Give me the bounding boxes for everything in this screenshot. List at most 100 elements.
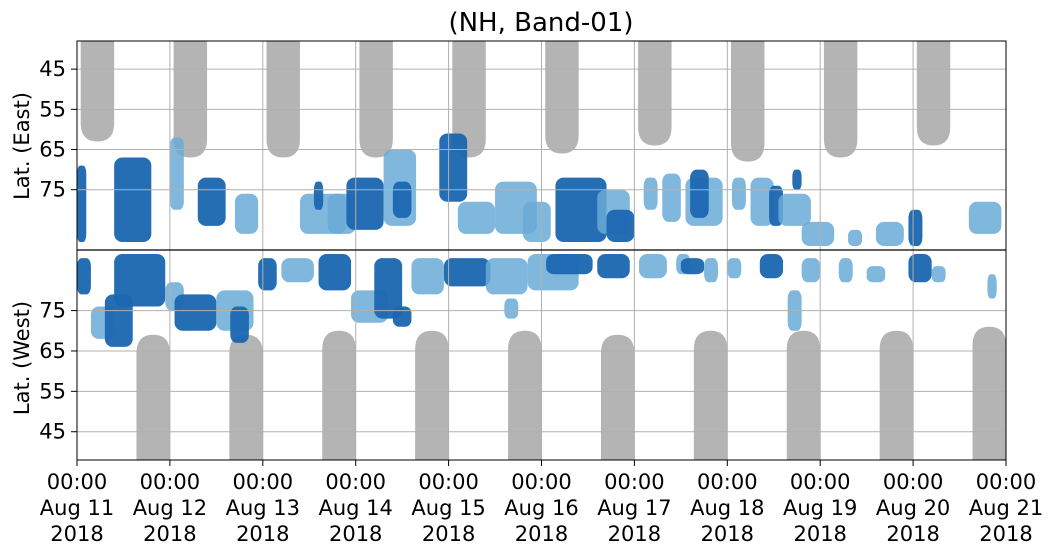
echo-west-30 — [866, 266, 886, 283]
echo-east-19 — [662, 173, 681, 222]
no-data-west-4 — [508, 330, 542, 460]
x-tick-label: 2018 — [886, 522, 939, 546]
echo-east-11 — [439, 133, 468, 202]
no-data-east-6 — [638, 41, 672, 146]
y-tick-label-west: 65 — [39, 339, 66, 363]
echo-east-8 — [346, 177, 384, 230]
echo-west-20 — [597, 254, 630, 279]
x-tick-label: Aug 12 — [133, 496, 207, 520]
no-data-layer — [80, 41, 1006, 460]
echo-west-24 — [704, 258, 719, 283]
x-tick-label: 2018 — [329, 522, 382, 546]
echo-east-17 — [606, 209, 635, 242]
echo-east-15 — [555, 177, 607, 242]
echo-east-25 — [778, 193, 811, 226]
echo-east-6 — [313, 181, 324, 210]
no-data-east-7 — [731, 41, 765, 162]
echo-east-21 — [690, 169, 709, 218]
x-tick-label: Aug 18 — [690, 496, 764, 520]
x-tick-label: 00:00 — [790, 470, 851, 494]
echo-east-29 — [875, 221, 904, 246]
no-data-west-1 — [229, 334, 263, 460]
no-data-west-6 — [693, 330, 728, 460]
echo-east-31 — [968, 201, 1002, 234]
y-tick-label-west: 45 — [39, 420, 66, 444]
echo-layer — [77, 133, 1002, 347]
x-tick-label: Aug 17 — [597, 496, 671, 520]
echo-west-25 — [727, 258, 742, 279]
echo-east-14 — [522, 201, 551, 242]
x-tick-label: 2018 — [793, 522, 846, 546]
echo-east-3 — [197, 177, 226, 226]
echo-west-21 — [639, 254, 667, 279]
no-data-east-8 — [823, 41, 858, 158]
echo-east-27 — [801, 221, 835, 246]
x-tick-label: 00:00 — [697, 470, 758, 494]
x-tick-label: 00:00 — [233, 470, 294, 494]
echo-east-1 — [114, 157, 152, 242]
echo-west-14 — [411, 258, 444, 295]
x-tick-label: 00:00 — [418, 470, 479, 494]
chart-title: (NH, Band-01) — [448, 8, 633, 38]
y-tick-label-east: 65 — [39, 138, 66, 162]
echo-west-2 — [104, 294, 133, 347]
echo-west-17 — [504, 298, 519, 319]
x-tick-label: 00:00 — [140, 470, 201, 494]
no-data-west-2 — [322, 330, 356, 460]
x-tick-label: 00:00 — [325, 470, 386, 494]
y-tick-label-east: 55 — [39, 97, 66, 121]
y-tick-label-west: 75 — [39, 299, 66, 323]
echo-west-13 — [392, 306, 412, 327]
y-axis-label-east: Lat. (East) — [10, 92, 34, 200]
echo-west-5 — [174, 294, 217, 331]
echo-west-32 — [931, 266, 946, 283]
x-tick-label: 00:00 — [604, 470, 665, 494]
x-tick-label: Aug 16 — [504, 496, 578, 520]
x-tick-label: 00:00 — [976, 470, 1037, 494]
x-tick-label: 2018 — [236, 522, 289, 546]
echo-east-10 — [392, 181, 412, 218]
echo-west-9 — [281, 258, 314, 283]
y-tick-label-east: 45 — [39, 57, 66, 81]
echo-west-28 — [801, 258, 821, 283]
echo-west-29 — [838, 258, 853, 283]
x-tick-label: 2018 — [515, 522, 568, 546]
y-axis-label-west: Lat. (West) — [10, 301, 34, 415]
x-tick-label: Aug 20 — [876, 496, 950, 520]
x-tick-label: Aug 21 — [969, 496, 1043, 520]
echo-west-15 — [443, 258, 491, 287]
x-tick-label: 2018 — [608, 522, 661, 546]
echo-west-8 — [258, 258, 277, 291]
echo-east-12 — [457, 201, 496, 234]
x-tick-label: 00:00 — [47, 470, 108, 494]
no-data-east-5 — [545, 41, 579, 154]
echo-west-10 — [318, 254, 352, 291]
echo-west-12 — [374, 258, 403, 319]
no-data-east-4 — [452, 41, 486, 158]
echo-east-18 — [643, 177, 658, 210]
x-tick-label: 00:00 — [511, 470, 572, 494]
echo-east-4 — [234, 193, 259, 234]
x-tick-label: 00:00 — [883, 470, 944, 494]
x-tick-label: 2018 — [143, 522, 196, 546]
y-tick-label-east: 75 — [39, 178, 66, 202]
no-data-west-7 — [786, 330, 821, 460]
echo-west-16 — [485, 258, 528, 295]
no-data-east-9 — [916, 41, 951, 146]
echo-east-22 — [731, 177, 746, 210]
echo-west-33 — [987, 274, 997, 299]
echo-west-3 — [114, 254, 166, 307]
echo-west-23 — [680, 258, 705, 275]
echo-west-0 — [77, 258, 91, 295]
x-tick-label: Aug 14 — [318, 496, 392, 520]
x-tick-label: 2018 — [701, 522, 754, 546]
echo-east-2 — [169, 137, 184, 210]
x-tick-label: 2018 — [50, 522, 103, 546]
no-data-west-0 — [136, 334, 170, 460]
echo-east-28 — [848, 229, 863, 246]
no-data-west-9 — [972, 326, 1006, 460]
echo-west-26 — [759, 254, 784, 279]
x-tick-label: Aug 13 — [226, 496, 300, 520]
